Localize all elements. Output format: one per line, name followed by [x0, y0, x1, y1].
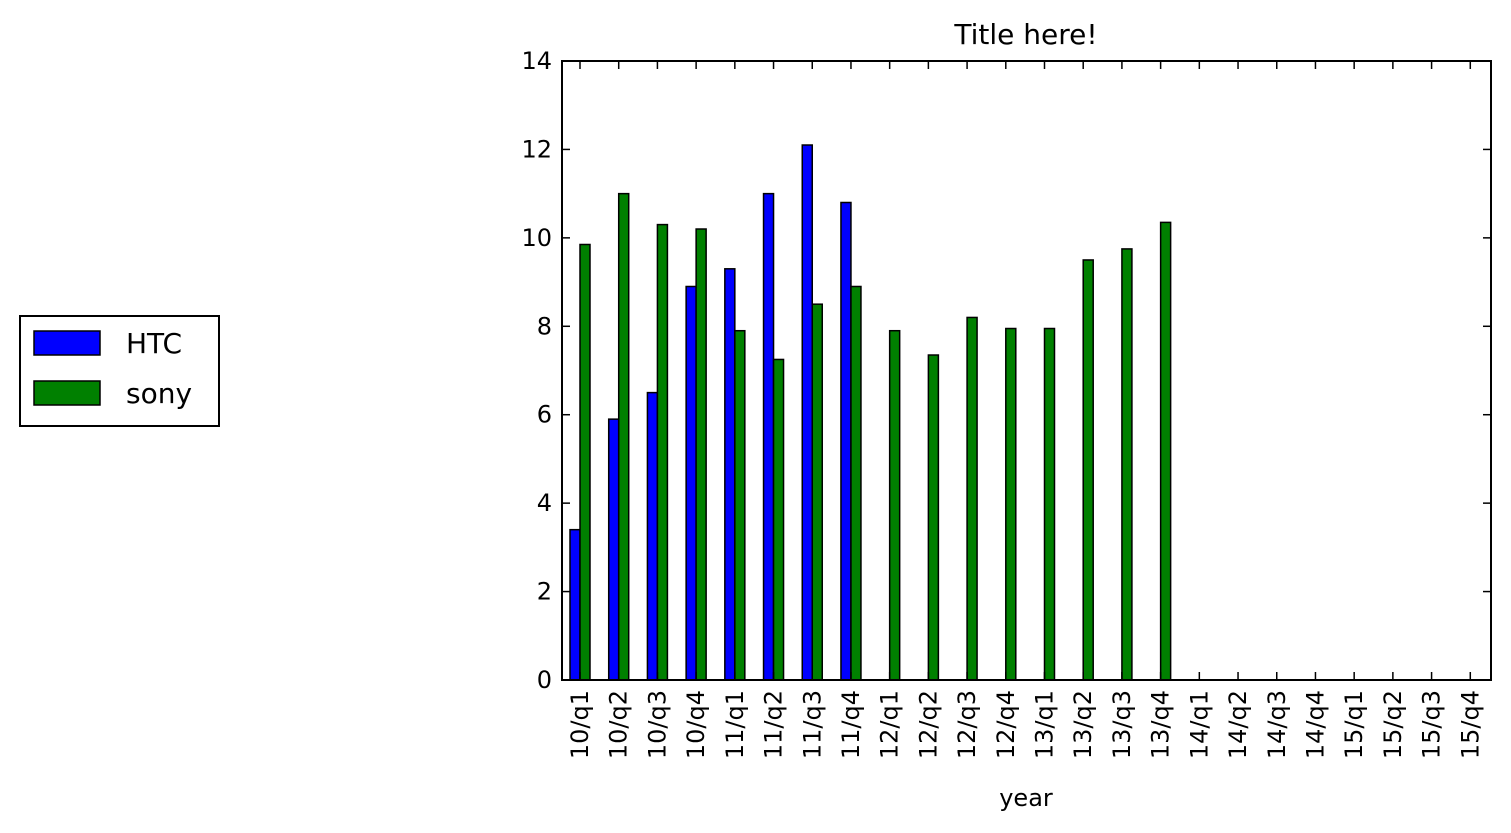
x-tick-label: 15/q1 [1340, 690, 1368, 759]
bar-sony-13-q1 [1043, 327, 1056, 681]
legend-swatch-htc [33, 330, 101, 356]
y-tick-label: 8 [537, 312, 552, 340]
bar-sony-12-q4 [1005, 327, 1017, 681]
legend-label-sony: sony [126, 377, 192, 410]
x-tick-label: 14/q3 [1263, 690, 1291, 759]
y-tick-label: 0 [537, 666, 552, 694]
x-tick-label: 11/q4 [837, 690, 865, 759]
bar-sony-11-q1 [734, 329, 746, 681]
bar-sony-12-q3 [966, 316, 978, 681]
x-tick-label: 13/q3 [1108, 690, 1136, 759]
legend-label-htc: HTC [126, 327, 182, 360]
bar-htc-11-q2 [762, 192, 775, 681]
x-axis-label: year [999, 784, 1053, 812]
bar-sony-11-q2 [772, 358, 785, 681]
legend: HTC sony [19, 315, 220, 427]
bar-htc-10-q4 [685, 285, 697, 681]
x-tick-label: 11/q2 [760, 690, 788, 759]
y-tick-label: 12 [521, 135, 552, 163]
x-tick-label: 14/q1 [1185, 690, 1213, 759]
x-tick-label: 10/q3 [643, 690, 671, 759]
x-axis: 10/q1 10/q2 10/q3 10/q4 11/q1 11/q2 11/q3 11/q4… [566, 61, 1484, 759]
x-tick-label: 14/q4 [1301, 690, 1329, 759]
y-tick-label: 2 [537, 578, 552, 606]
bar-sony-10-q2 [617, 192, 630, 681]
bar-sony-10-q1 [579, 243, 591, 681]
bar-sony-13-q2 [1082, 259, 1094, 681]
bar-sony-12-q1 [888, 329, 901, 681]
bar-sony-10-q4 [695, 228, 707, 681]
bars-layer [569, 144, 1172, 681]
x-tick-label: 14/q2 [1224, 690, 1252, 759]
bar-htc-11-q1 [724, 268, 736, 681]
x-tick-label: 10/q1 [566, 690, 594, 759]
bar-htc-11-q4 [840, 201, 852, 681]
x-tick-label: 13/q2 [1069, 690, 1097, 759]
x-tick-label: 15/q4 [1456, 690, 1484, 759]
legend-swatch-sony [33, 380, 101, 406]
bar-sony-13-q4 [1159, 221, 1172, 681]
y-tick-label: 14 [521, 47, 552, 75]
x-tick-label: 11/q3 [798, 690, 826, 759]
x-tick-label: 10/q2 [605, 690, 633, 759]
x-tick-label: 10/q4 [682, 690, 710, 759]
x-tick-label: 15/q3 [1418, 690, 1446, 759]
y-axis: 0 2 4 6 8 10 12 14 [521, 47, 1491, 694]
chart-title: Title here! [953, 18, 1097, 51]
x-tick-label: 12/q4 [992, 690, 1020, 759]
bar-htc-11-q3 [801, 144, 813, 681]
bar-sony-11-q3 [811, 303, 823, 681]
bar-sony-11-q4 [850, 285, 862, 681]
x-tick-label: 12/q1 [876, 690, 904, 759]
y-tick-label: 10 [521, 224, 552, 252]
bar-htc-10-q1 [569, 528, 581, 681]
x-tick-label: 12/q3 [953, 690, 981, 759]
x-tick-label: 13/q4 [1147, 690, 1175, 759]
y-tick-label: 6 [537, 401, 552, 429]
y-tick-label: 4 [537, 489, 552, 517]
bar-sony-10-q3 [656, 223, 669, 681]
bar-htc-10-q2 [607, 418, 620, 681]
bar-htc-10-q3 [646, 391, 659, 681]
x-tick-label: 11/q1 [721, 690, 749, 759]
x-tick-label: 13/q1 [1031, 690, 1059, 759]
bar-sony-12-q2 [927, 354, 940, 681]
bar-sony-13-q3 [1121, 248, 1133, 681]
x-tick-label: 15/q2 [1379, 690, 1407, 759]
plot-frame [561, 60, 1492, 681]
x-tick-label: 12/q2 [914, 690, 942, 759]
